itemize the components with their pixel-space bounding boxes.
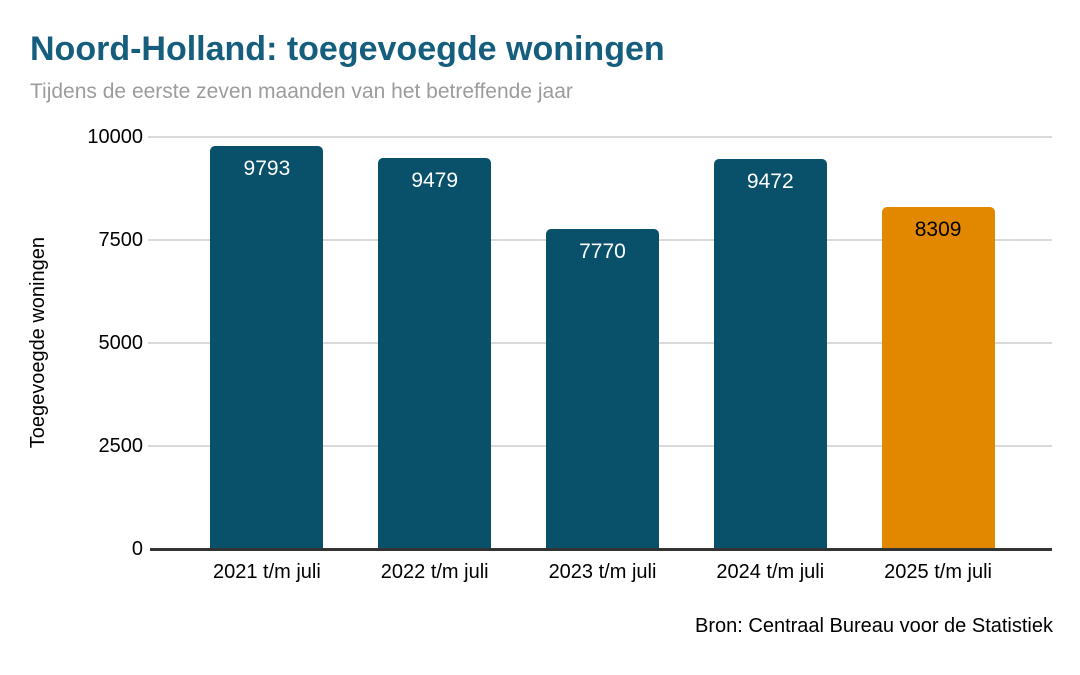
x-tick-label-2022: 2022 t/m juli [380,561,489,583]
plot-area: 9793 9479 7770 9472 8309 [183,137,1022,549]
bar-2022: 9479 [378,158,492,549]
source-caption: Bron: Centraal Bureau voor de Statistiek [695,615,1053,637]
bar-slot-3: 7770 [519,137,687,549]
x-tick-label-2021: 2021 t/m juli [212,561,321,583]
x-tick-label-2025: 2025 t/m juli [884,561,992,583]
bar-value-label: 9472 [746,169,794,193]
bar-value-label: 9793 [243,156,291,180]
chart-title: Noord-Holland: toegevoegde woningen [30,30,665,68]
y-tick-labels: 0 2500 5000 7500 10000 [0,127,144,559]
bar-2023: 7770 [545,228,659,549]
bar-slot-2: 9479 [351,137,519,549]
y-tick-label-2500: 2500 [98,435,144,457]
bar-2021: 9793 [210,145,324,549]
bar-value-label: 7770 [579,239,626,263]
bar-2025: 8309 [881,206,995,549]
chart-subtitle: Tijdens de eerste zeven maanden van het … [30,80,573,103]
bar-slot-5: 8309 [854,137,1022,549]
y-tick-label-0: 0 [131,538,143,560]
y-tick-label-5000: 5000 [98,332,144,354]
x-axis-labels: 2021 t/m juli 2022 t/m juli 2023 t/m juli 2… [183,561,1022,584]
y-tick-label-7500: 7500 [98,229,144,251]
bar-slot-1: 9793 [183,137,351,549]
x-axis-line [150,548,1052,551]
bar-value-label: 8309 [914,217,962,241]
gridline-10000 [148,136,1052,138]
bar-value-label: 9479 [411,169,459,193]
bar-slot-4: 9472 [686,137,854,549]
bar-2024: 9472 [713,158,827,549]
y-tick-label-10000: 10000 [87,126,143,148]
x-tick-label-2023: 2023 t/m juli [548,561,657,583]
x-tick-label-2024: 2024 t/m juli [716,561,825,583]
